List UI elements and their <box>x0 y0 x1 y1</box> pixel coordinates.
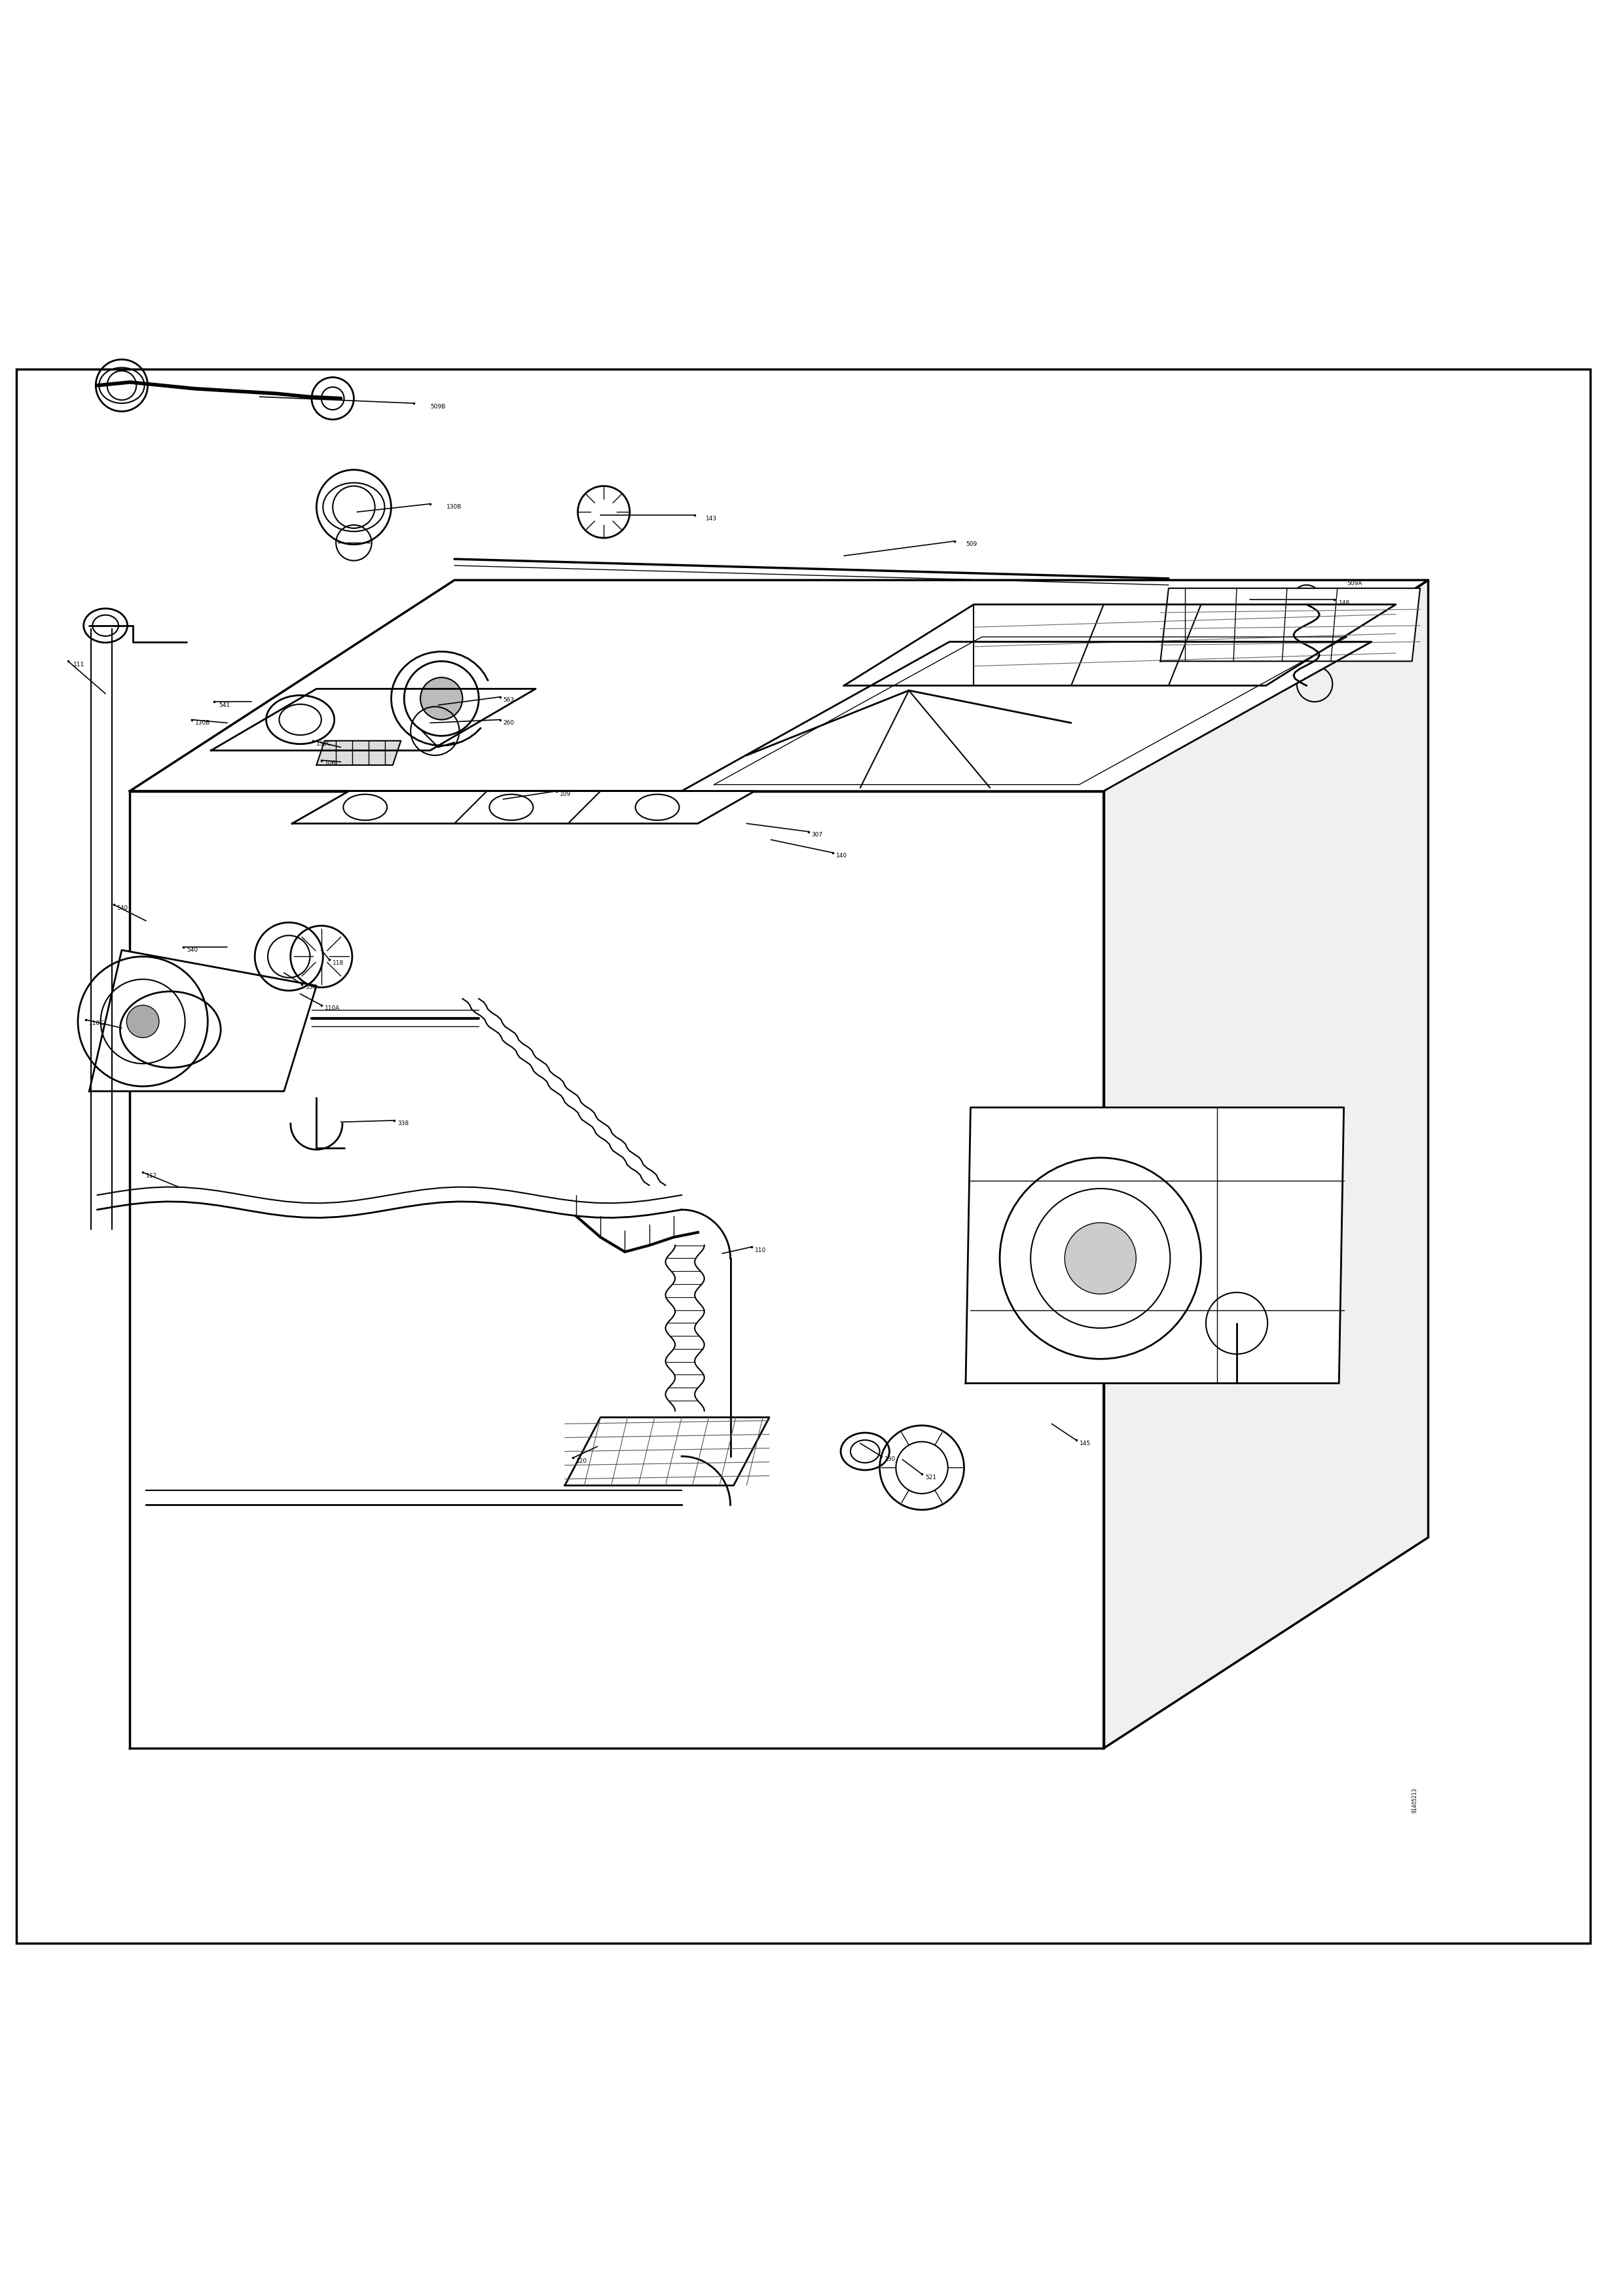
Polygon shape <box>211 689 536 751</box>
Text: 260: 260 <box>503 721 514 726</box>
Text: 140: 140 <box>836 854 847 859</box>
Text: 145: 145 <box>1079 1440 1091 1446</box>
Circle shape <box>127 1006 159 1038</box>
Polygon shape <box>316 742 401 765</box>
Polygon shape <box>89 951 316 1091</box>
Circle shape <box>1065 1224 1136 1295</box>
Text: 143: 143 <box>706 517 717 521</box>
Text: 148: 148 <box>1339 599 1350 606</box>
Text: 91405213: 91405213 <box>1412 1789 1419 1814</box>
Text: 130B: 130B <box>195 721 209 726</box>
Text: 563: 563 <box>503 698 514 703</box>
Text: 540: 540 <box>187 948 198 953</box>
Polygon shape <box>966 1107 1344 1382</box>
Text: 130B: 130B <box>446 505 461 510</box>
Text: 120: 120 <box>576 1458 588 1465</box>
Text: 509B: 509B <box>430 404 445 409</box>
Polygon shape <box>130 581 1428 792</box>
Polygon shape <box>565 1417 769 1486</box>
Polygon shape <box>130 792 1104 1747</box>
Text: 541: 541 <box>219 703 230 707</box>
Text: 550: 550 <box>305 985 316 990</box>
Text: 521: 521 <box>925 1474 936 1481</box>
Text: 307: 307 <box>812 831 823 838</box>
Text: 111: 111 <box>73 661 84 668</box>
Text: 130: 130 <box>885 1456 896 1463</box>
Polygon shape <box>682 643 1371 792</box>
Polygon shape <box>292 792 755 824</box>
Polygon shape <box>844 604 1396 687</box>
Text: 540: 540 <box>117 905 128 912</box>
Text: 110C: 110C <box>89 1019 104 1026</box>
Text: 130C: 130C <box>316 742 331 746</box>
Polygon shape <box>1104 581 1428 1747</box>
Text: 509: 509 <box>966 542 977 546</box>
Text: 110: 110 <box>755 1247 766 1254</box>
Text: 109: 109 <box>560 792 571 797</box>
Text: 338: 338 <box>398 1120 409 1127</box>
Text: 110A: 110A <box>325 1006 339 1013</box>
Text: 106: 106 <box>325 760 336 767</box>
Text: 112: 112 <box>146 1173 157 1178</box>
Text: 509A: 509A <box>1347 581 1362 585</box>
Circle shape <box>420 677 463 719</box>
Text: 118: 118 <box>333 960 344 967</box>
Polygon shape <box>1160 588 1420 661</box>
